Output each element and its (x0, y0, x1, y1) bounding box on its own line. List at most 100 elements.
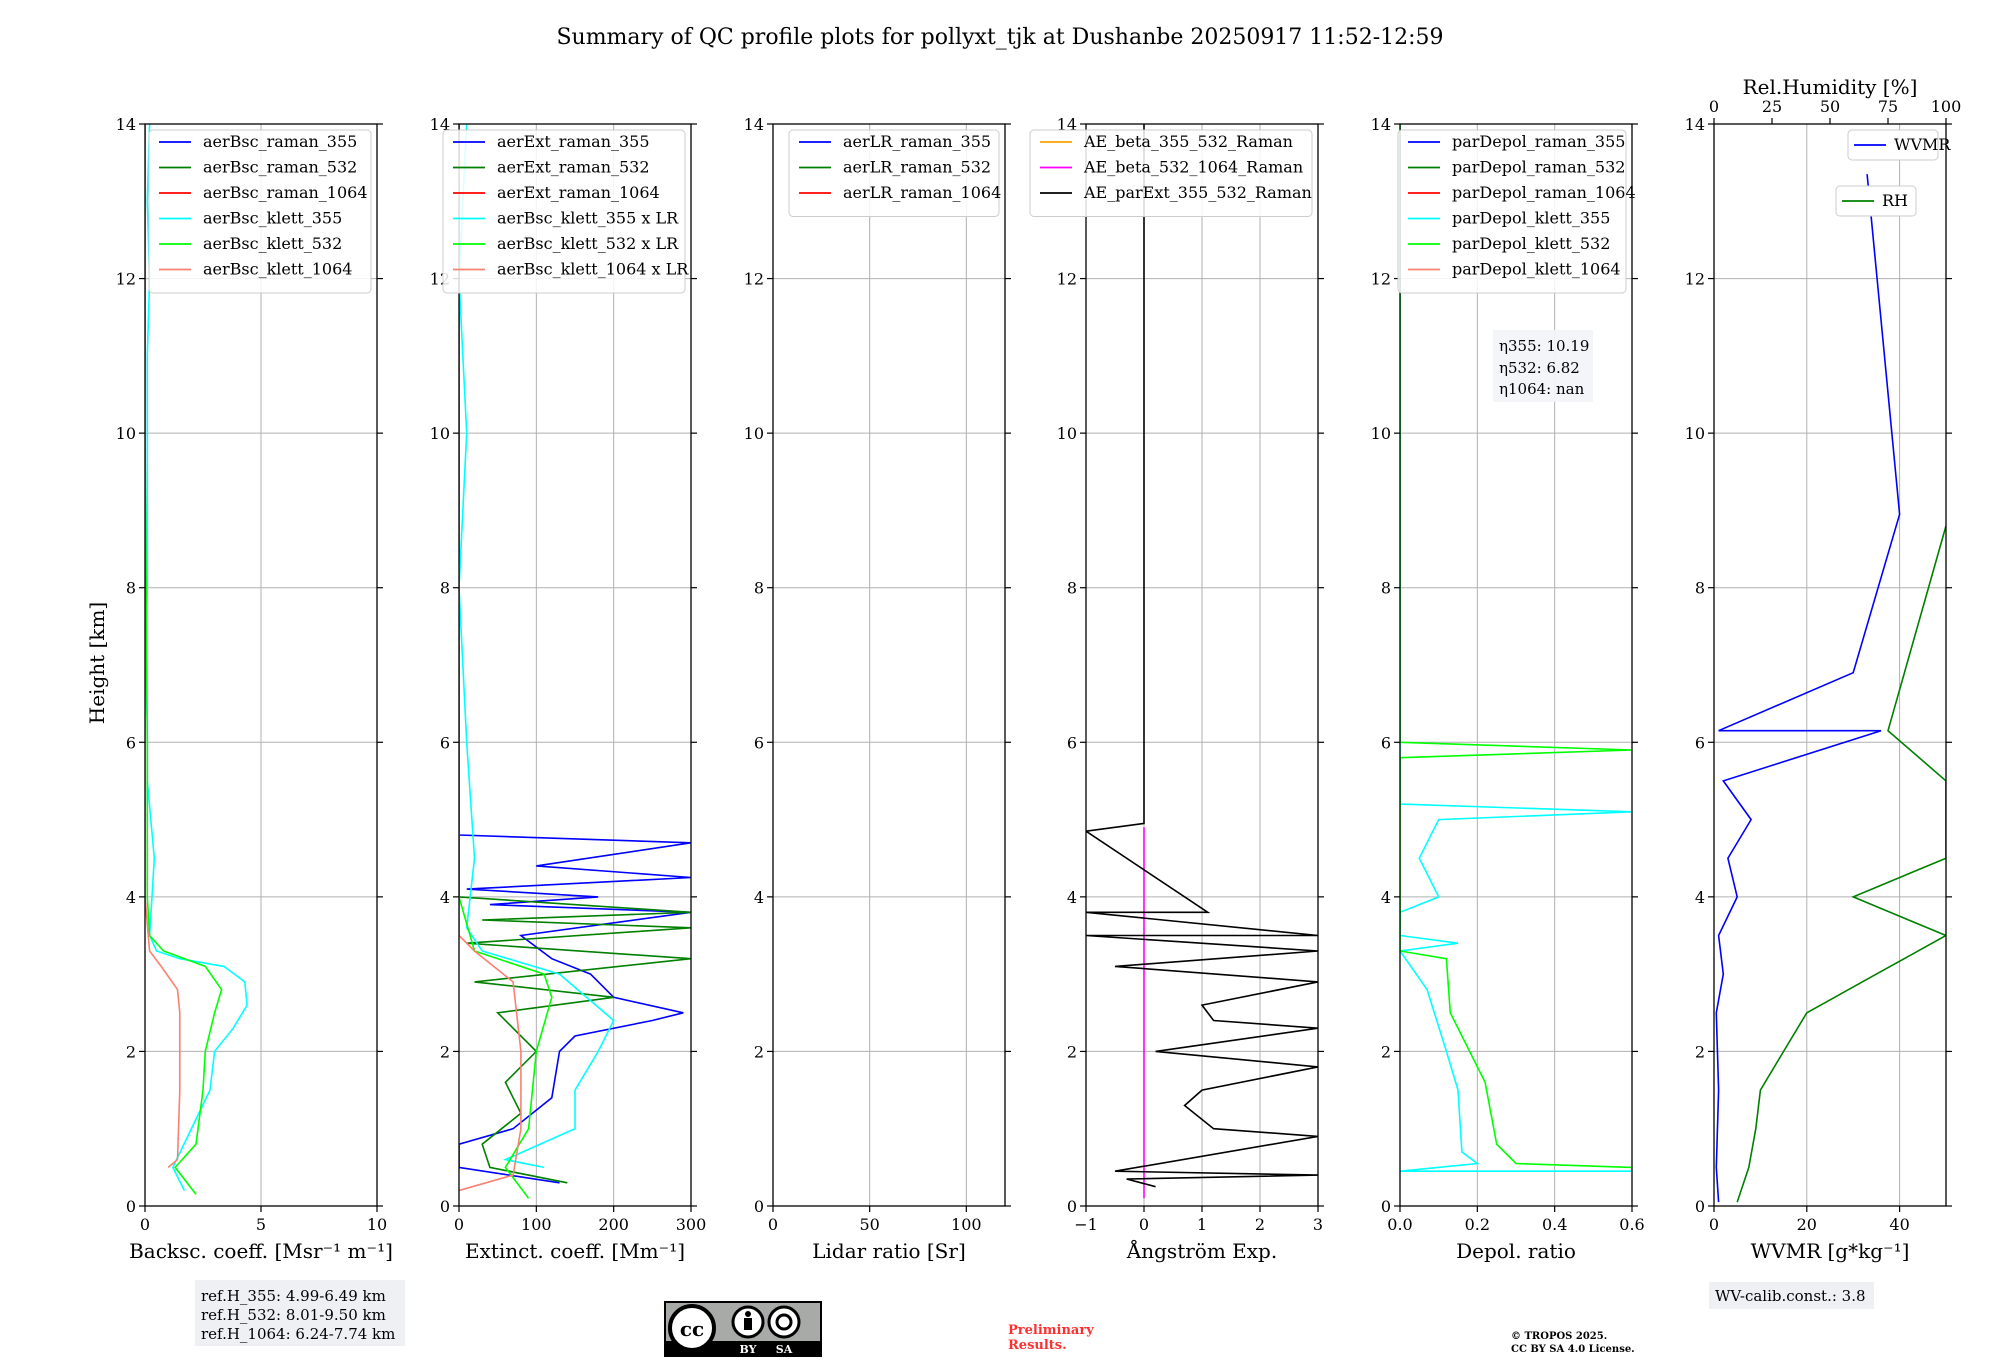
y-tick-label: 4 (754, 888, 764, 907)
y-tick-label: 0 (754, 1197, 764, 1216)
legend-entry: aerBsc_raman_355 (203, 132, 357, 151)
legend-entry: aerBsc_klett_1064 (203, 260, 352, 279)
series-line-1-6 (145, 124, 181, 1169)
legend-entry: aerBsc_klett_532 (203, 234, 342, 253)
legend-2: RH (1835, 185, 1917, 217)
x-tick-label: 0.2 (1465, 1215, 1490, 1234)
y-tick-label: 6 (440, 733, 450, 752)
y-tick-label: 2 (440, 1042, 450, 1061)
y-tick-label: 0 (126, 1197, 136, 1216)
y-tick-label: 2 (1695, 1042, 1705, 1061)
legend-entry: AE_beta_532_1064_Raman (1083, 158, 1303, 177)
x-tick-label: 0 (768, 1215, 778, 1234)
sa-label: SA (776, 1343, 793, 1356)
legend-entry: aerLR_raman_1064 (843, 183, 1001, 202)
series-line-6-1 (1715, 174, 1901, 1203)
y-tick-label: 10 (1371, 424, 1391, 443)
legend-entry: aerLR_raman_532 (843, 158, 991, 177)
y-tick-label: 4 (126, 888, 136, 907)
y-tick-label: 6 (754, 733, 764, 752)
y-tick-label: 10 (1057, 424, 1077, 443)
y-tick-label: 8 (1381, 579, 1391, 598)
x2-tick-label: 100 (1931, 97, 1962, 116)
x-axis-label: Depol. ratio (1456, 1239, 1576, 1263)
axes-frame (1399, 123, 1633, 1207)
x-tick-label: 3 (1313, 1215, 1323, 1234)
series-line-1-5 (145, 124, 223, 1195)
y-tick-label: 2 (126, 1042, 136, 1061)
x-tick-label: 100 (521, 1215, 552, 1234)
y-tick-label: 14 (1685, 115, 1705, 134)
legend-entry: parDepol_klett_1064 (1452, 260, 1621, 279)
preliminary-text-line1: Preliminary (1008, 1323, 1094, 1338)
legend-entry: aerBsc_klett_355 (203, 209, 342, 228)
x-axis-label: Backsc. coeff. [Msr⁻¹ m⁻¹] (129, 1239, 393, 1263)
series-line-5-5 (1400, 124, 1632, 1169)
x-tick-label: 2 (1255, 1215, 1265, 1234)
ref-h-532-text: ref.H_532: 8.01-9.50 km (201, 1306, 386, 1324)
legend-entry: parDepol_raman_532 (1452, 158, 1625, 177)
by-label: BY (740, 1343, 757, 1356)
legend-entry: aerBsc_raman_532 (203, 158, 357, 177)
y-tick-label: 0 (440, 1197, 450, 1216)
x-tick-label: 0 (454, 1215, 464, 1234)
x-tick-label: 50 (859, 1215, 879, 1234)
legend-box (442, 129, 686, 294)
legend-entry: aerExt_raman_532 (497, 158, 650, 177)
y-tick-label: 8 (754, 579, 764, 598)
legend-box (1397, 129, 1627, 294)
eta-1064-text: η1064: nan (1499, 380, 1585, 398)
y-tick-label: 6 (1067, 733, 1077, 752)
series-line-2-6 (459, 124, 522, 1192)
x-tick-label: −1 (1074, 1215, 1098, 1234)
legend-box (148, 129, 372, 294)
legend-entry: AE_parExt_355_532_Raman (1083, 183, 1312, 202)
y-tick-label: 8 (440, 579, 450, 598)
x-tick-label: 300 (676, 1215, 707, 1234)
y-tick-label: 10 (430, 424, 450, 443)
legend-entry: aerBsc_klett_1064 x LR (497, 260, 689, 279)
axes-frame (772, 123, 1006, 1207)
y-tick-label: 4 (1067, 888, 1077, 907)
y-tick-label: 14 (430, 115, 450, 134)
x-tick-label: 10 (367, 1215, 387, 1234)
y-tick-label: 14 (1371, 115, 1391, 134)
series-line-1-4 (145, 124, 248, 1191)
legend-entry: aerExt_raman_1064 (497, 183, 660, 202)
y-tick-label: 6 (126, 733, 136, 752)
series-line-2-2 (459, 124, 691, 1184)
panel-5: 0 2 4 6 8 10 12 14 0.0 0.2 0.4 0.6 Depol. ratio parDe… (1371, 115, 1645, 1263)
y-tick-label: 12 (116, 270, 136, 289)
y-tick-label: 12 (1371, 270, 1391, 289)
cc-icon-text: cc (680, 1317, 704, 1341)
x-tick-label: 0.6 (1619, 1215, 1644, 1234)
y-tick-label: 12 (1057, 270, 1077, 289)
y-tick-label: 0 (1695, 1197, 1705, 1216)
x-axis-label: Ångström Exp. (1126, 1238, 1277, 1263)
series-line-2-5 (459, 124, 553, 1199)
y-tick-label: 10 (116, 424, 136, 443)
legend-box (788, 129, 1000, 217)
y-tick-label: 2 (1381, 1042, 1391, 1061)
y-tick-label: 12 (1685, 270, 1705, 289)
legend: aerExt_raman_355 aerExt_raman_532 aerExt_r… (442, 129, 689, 294)
legend-box (1835, 185, 1917, 217)
y-tick-label: 4 (1695, 888, 1705, 907)
x-axis-label: Lidar ratio [Sr] (812, 1239, 966, 1263)
y-tick-label: 14 (744, 115, 764, 134)
legend-entry: aerLR_raman_355 (843, 132, 991, 151)
series-line-4-3 (1086, 124, 1318, 1188)
legend: aerBsc_raman_355 aerBsc_raman_532 aerBsc_r… (148, 129, 372, 294)
eta-annotation-box: η355: 10.19 η532: 6.82 η1064: nan (1493, 330, 1593, 402)
legend-entry: RH (1882, 191, 1908, 210)
legend: aerLR_raman_355 aerLR_raman_532 aerLR_rama… (788, 129, 1001, 217)
panel-3: 0 2 4 6 8 10 12 14 0 50 100 Lidar ratio [Sr] aerLR_r… (744, 115, 1011, 1263)
y-tick-label: 8 (126, 579, 136, 598)
series-line-6-2 (1736, 525, 1946, 1203)
reference-height-box: ref.H_355: 4.99-6.49 km ref.H_532: 8.01-… (195, 1280, 405, 1346)
y-tick-label: 8 (1067, 579, 1077, 598)
cc-license-badge: cc BY SA (664, 1301, 822, 1357)
x-tick-label: 0 (1139, 1215, 1149, 1234)
